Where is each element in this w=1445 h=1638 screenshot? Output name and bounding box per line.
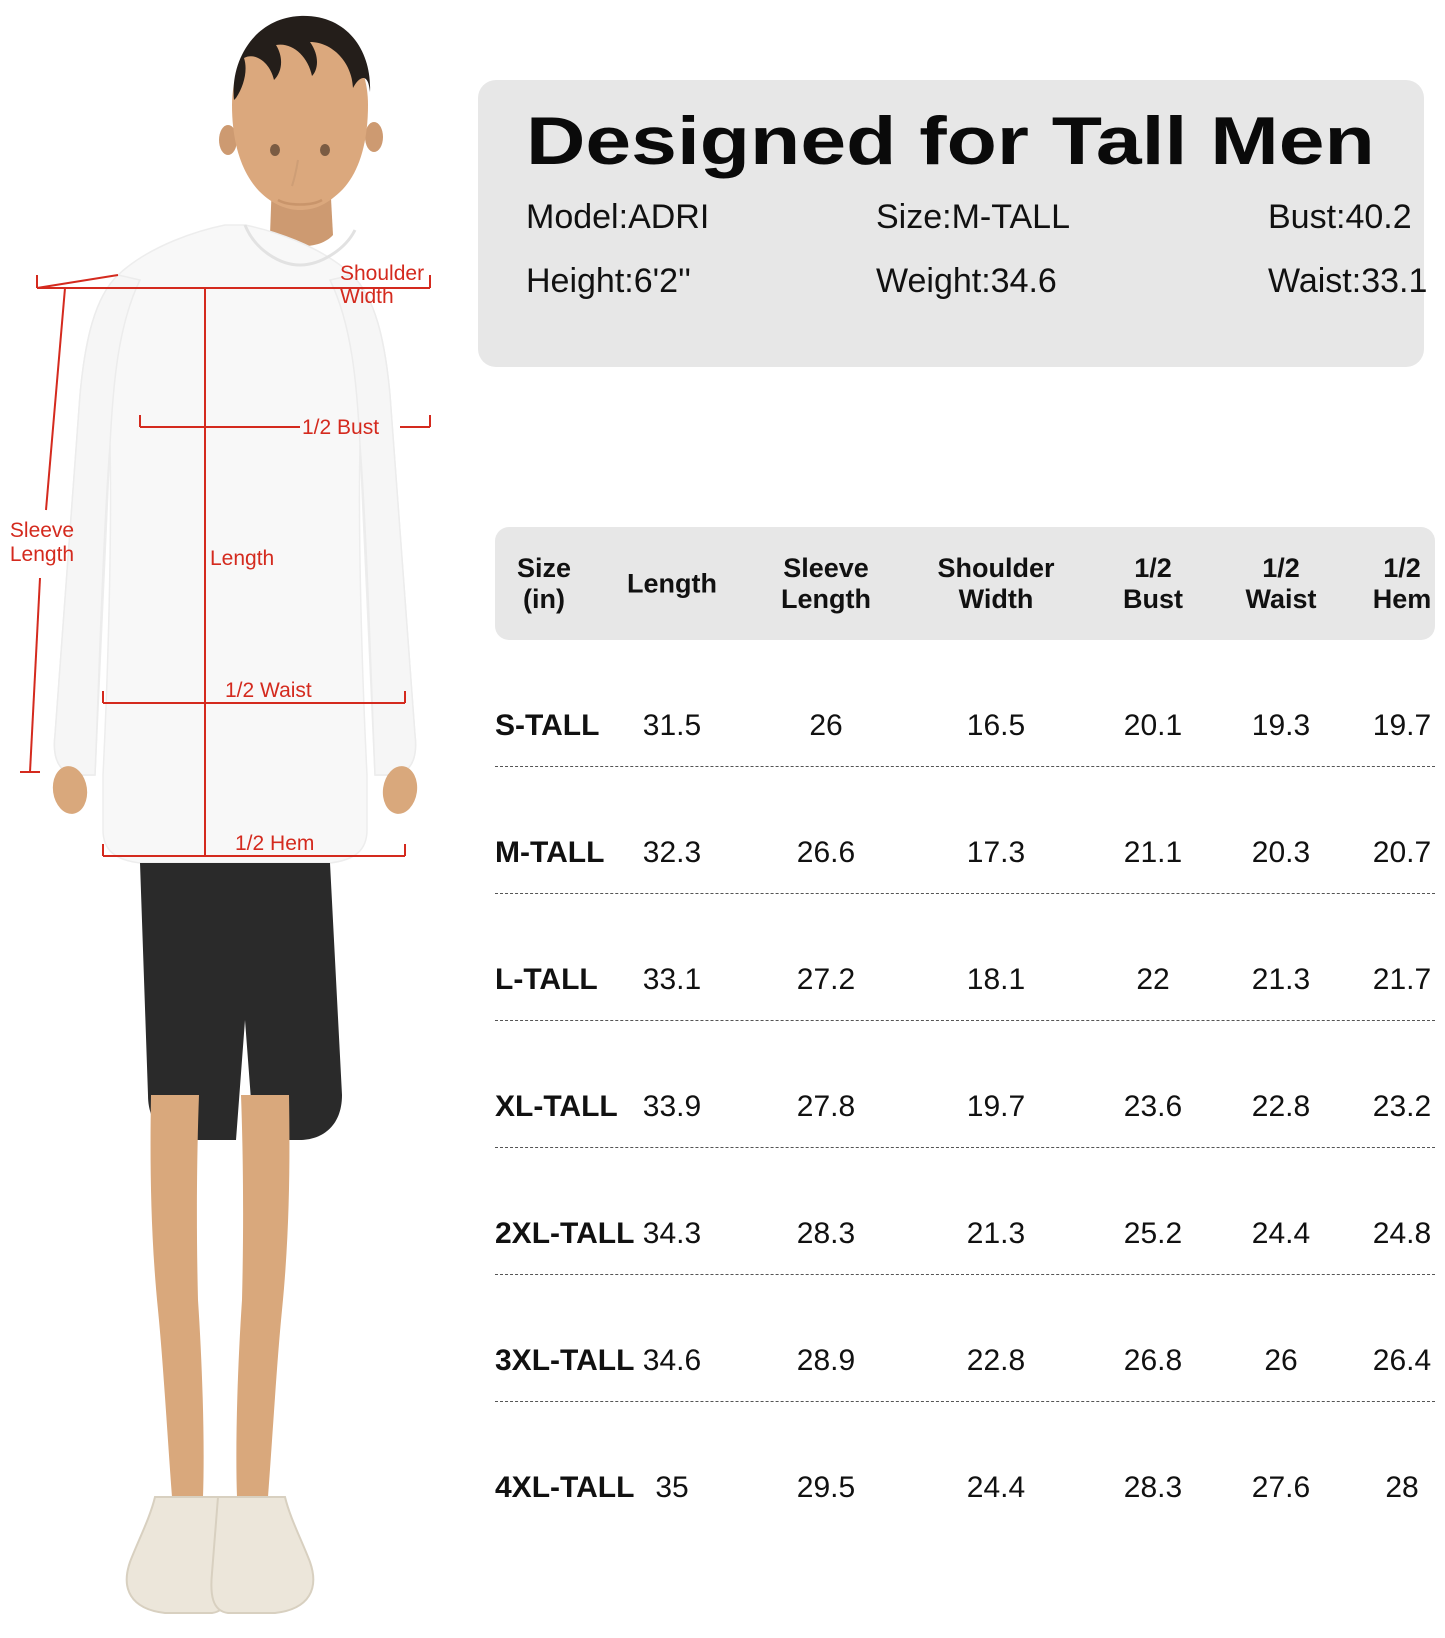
svg-text:Length: Length [10,543,74,566]
svg-text:Shoulder: Shoulder [340,262,424,285]
svg-text:Width: Width [340,285,394,308]
svg-text:1/2 Hem: 1/2 Hem [235,832,314,855]
svg-text:Sleeve: Sleeve [10,519,74,542]
svg-text:1/2 Bust: 1/2 Bust [302,416,379,439]
svg-text:Length: Length [210,547,274,570]
svg-text:1/2 Waist: 1/2 Waist [225,679,312,702]
